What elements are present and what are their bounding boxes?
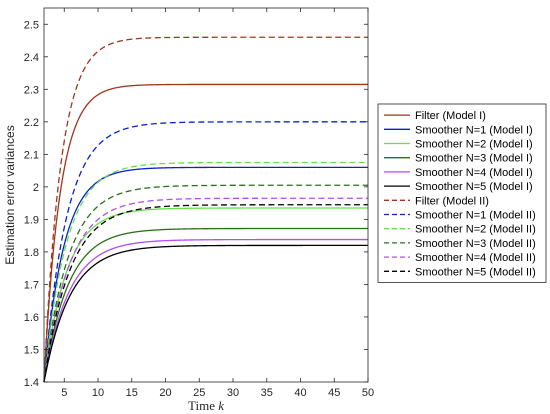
series-line-4 xyxy=(43,227,368,383)
series-line-7 xyxy=(43,36,368,383)
legend-label: Smoother N=4 (Model II) xyxy=(415,252,536,264)
x-tick-label: 20 xyxy=(159,387,171,399)
x-axis-label-text: Time xyxy=(188,398,218,413)
legend-label: Filter (Model I) xyxy=(415,110,486,122)
x-tick-label: 40 xyxy=(294,387,306,399)
series-line-6 xyxy=(43,244,368,383)
series-line-9 xyxy=(43,161,368,383)
series-line-11 xyxy=(43,197,368,383)
series-layer xyxy=(43,36,368,383)
x-tick-label: 45 xyxy=(328,387,340,399)
series-line-5 xyxy=(43,238,368,383)
series-line-1 xyxy=(43,83,368,383)
series-line-8 xyxy=(43,121,368,383)
legend-label: Smoother N=5 (Model I) xyxy=(415,181,533,193)
ticks-layer: 5 10 15 20 25 30 35 40 45 50 1.4 1.5 1.6 1.7 1.8 1.9 2 2.… xyxy=(24,8,374,399)
legend-label: Smoother N=5 (Model II) xyxy=(415,266,536,278)
x-tick-label: 50 xyxy=(362,387,374,399)
legend: Filter (Model I) Smoother N=1 (Model I) Sm… xyxy=(377,103,547,283)
y-tick-label: 1.5 xyxy=(24,344,39,356)
legend-box xyxy=(377,103,547,283)
y-tick-label: 2.2 xyxy=(24,117,39,129)
y-tick-label: 2.4 xyxy=(24,52,39,64)
series-line-3 xyxy=(43,207,368,383)
y-axis-label: Estimation error variances xyxy=(3,125,17,264)
y-tick-label: 1.6 xyxy=(24,312,39,324)
y-tick-label: 1.4 xyxy=(24,377,39,389)
legend-label: Filter (Model II) xyxy=(415,195,489,207)
y-tick-label: 2.3 xyxy=(24,84,39,96)
x-tick-label: 30 xyxy=(227,387,239,399)
y-tick-label: 1.8 xyxy=(24,247,39,259)
plot-frame xyxy=(43,7,369,383)
legend-label: Smoother N=2 (Model I) xyxy=(415,139,533,151)
y-tick-label: 2 xyxy=(33,182,39,194)
legend-label: Smoother N=3 (Model I) xyxy=(415,153,533,165)
y-tick-label: 2.1 xyxy=(24,149,39,161)
series-line-2 xyxy=(43,166,368,383)
plot-area xyxy=(44,8,368,382)
y-tick-label: 2.5 xyxy=(24,19,39,31)
x-tick-label: 5 xyxy=(61,387,67,399)
series-line-12 xyxy=(43,204,368,383)
y-tick-label: 1.9 xyxy=(24,214,39,226)
series-line-10 xyxy=(43,184,368,383)
legend-label: Smoother N=3 (Model II) xyxy=(415,238,536,250)
x-axis-label: Time k xyxy=(188,398,224,413)
legend-label: Smoother N=1 (Model I) xyxy=(415,124,533,136)
x-tick-label: 25 xyxy=(193,387,205,399)
x-axis-label-variable: k xyxy=(218,398,224,413)
legend-label: Smoother N=4 (Model I) xyxy=(415,167,533,179)
x-tick-label: 10 xyxy=(92,387,104,399)
y-tick-label: 1.7 xyxy=(24,279,39,291)
x-tick-label: 35 xyxy=(261,387,273,399)
legend-label: Smoother N=2 (Model II) xyxy=(415,224,536,236)
legend-label: Smoother N=1 (Model II) xyxy=(415,210,536,222)
x-tick-label: 15 xyxy=(126,387,138,399)
